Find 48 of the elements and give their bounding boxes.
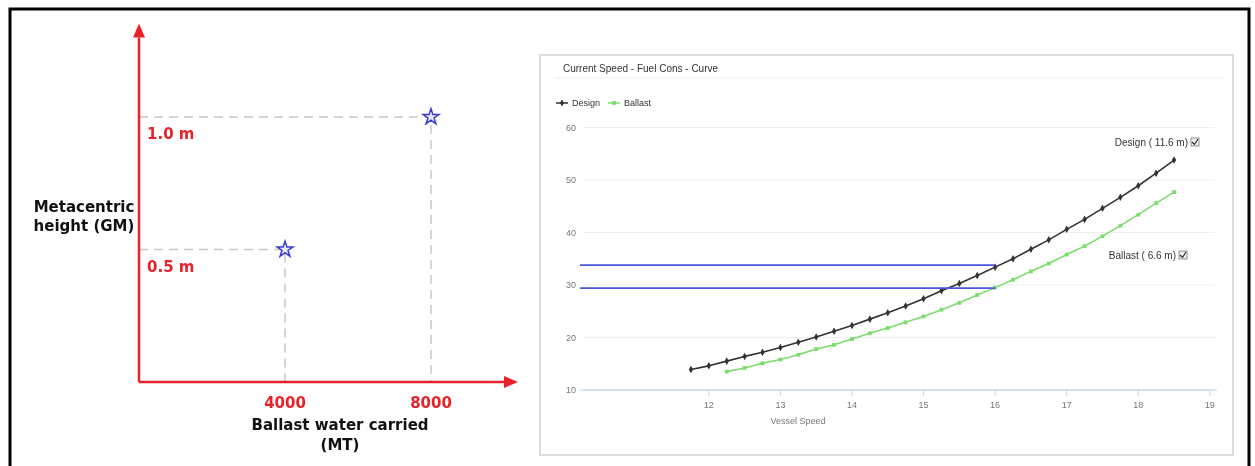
point: [867, 331, 872, 336]
point: [796, 352, 801, 357]
point: [724, 369, 729, 374]
y-tick-label: 50: [565, 175, 577, 185]
point: [850, 337, 854, 341]
x-tick-label: 16: [990, 400, 1001, 410]
point: [831, 327, 837, 335]
x-tick-label: 14: [846, 400, 857, 410]
point: [814, 347, 819, 351]
x-tick-label: 18: [1133, 400, 1144, 410]
legend-label: Design: [572, 98, 601, 108]
x-tick-label: 13: [775, 400, 786, 410]
point: [975, 293, 980, 297]
point: [1029, 269, 1033, 274]
point: [867, 315, 873, 323]
x-tick-label: 15: [918, 400, 929, 410]
x-tick-label: 4000: [264, 394, 306, 412]
point: [706, 362, 712, 370]
annotation: Ballast ( 6.6 m): [1108, 250, 1176, 261]
point: [1172, 190, 1176, 194]
y-tick-label: 0.5 m: [147, 257, 195, 276]
point: [903, 320, 908, 325]
y-tick-label: 20: [565, 332, 577, 343]
annotation: Design ( 11.6 m): [1114, 137, 1188, 148]
point: [1011, 277, 1015, 282]
point: [1171, 156, 1177, 164]
y-tick-label: 10: [565, 385, 577, 395]
y-tick-label: 1.0 m: [147, 125, 195, 143]
y-tick-label: 30: [565, 280, 577, 290]
y-tick-label: 60: [565, 122, 577, 133]
point: [1136, 212, 1141, 217]
point: [1154, 201, 1159, 205]
y-axis-title: Metacentric height (GM): [33, 198, 135, 235]
point: [832, 342, 836, 347]
x-tick-label: 19: [1204, 400, 1215, 410]
point: [885, 326, 890, 330]
x-axis-title: Ballast water carried (MT): [251, 416, 429, 454]
point: [1153, 169, 1159, 177]
legend-label: Ballast: [624, 98, 652, 108]
point: [742, 366, 747, 370]
point: [957, 300, 962, 305]
x-axis-title: Vessel Speed: [770, 416, 826, 426]
x-tick-label: 8000: [410, 394, 452, 412]
point: [1118, 223, 1123, 228]
x-tick-label: 12: [703, 400, 714, 410]
y-tick-label: 40: [565, 227, 577, 238]
x-tick-label: 17: [1061, 400, 1072, 410]
chart-title: Current Speed - Fuel Cons - Curve: [563, 63, 719, 74]
